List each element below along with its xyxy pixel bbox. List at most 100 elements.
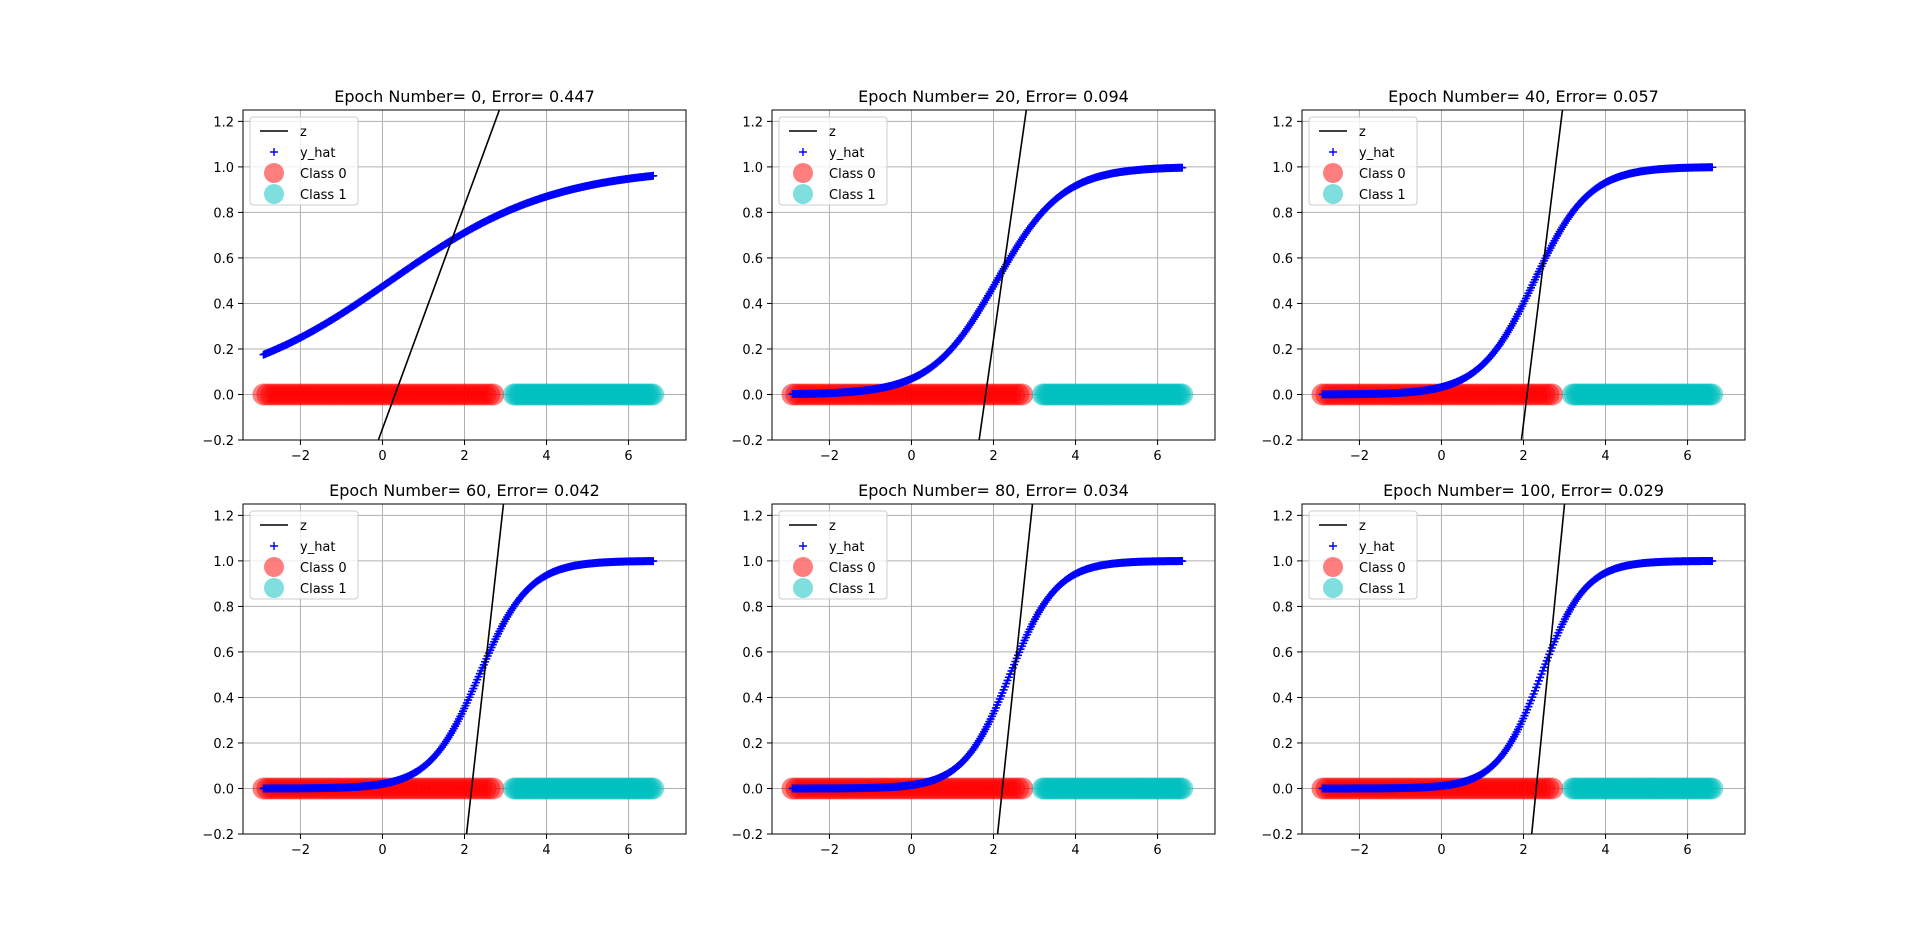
- legend-label: z: [829, 519, 836, 534]
- class1-points: [1031, 777, 1194, 800]
- y-tick-label: −0.2: [731, 828, 763, 843]
- legend: z y_hat Class 0 Class 1: [778, 510, 888, 600]
- legend-class0-marker: [1323, 557, 1343, 577]
- legend-class0-marker: [264, 557, 284, 577]
- x-tick-label: −2: [291, 449, 310, 464]
- plot-marks: [781, 504, 1194, 834]
- y-tick-label: 1.0: [213, 555, 234, 570]
- plot-marks: [252, 504, 665, 834]
- y-tick-label: 0.0: [742, 388, 763, 403]
- y-hat-points: [788, 163, 1187, 399]
- subplot-title: Epoch Number= 0, Error= 0.447: [334, 87, 595, 106]
- legend-label: Class 1: [829, 582, 876, 597]
- class1-points: [502, 383, 665, 406]
- x-tick-label: 0: [378, 843, 386, 858]
- x-tick-label: −2: [820, 843, 839, 858]
- legend: z y_hat Class 0 Class 1: [249, 510, 359, 600]
- ticks: −2 0 2 4 6 −0.2 0.0 0.2 0.4 0.6 0.8 1.0 1.2: [202, 509, 632, 858]
- y-tick-label: 0.0: [213, 782, 234, 797]
- class0-point: [1541, 383, 1564, 406]
- y-tick-label: 0.2: [1272, 343, 1293, 358]
- y-tick-label: 1.2: [1272, 115, 1293, 130]
- y-tick-label: 1.2: [1272, 509, 1293, 524]
- x-tick-label: 4: [542, 843, 550, 858]
- ticks: −2 0 2 4 6 −0.2 0.0 0.2 0.4 0.6 0.8 1.0 1.2: [202, 115, 632, 464]
- legend-label: Class 0: [1359, 167, 1406, 182]
- legend-y-hat-marker: [270, 148, 278, 156]
- class0-point: [482, 777, 505, 800]
- class0-points: [252, 383, 505, 406]
- legend-label: Class 0: [829, 167, 876, 182]
- y-tick-label: 0.4: [213, 297, 234, 312]
- plot-marks: [1311, 504, 1724, 834]
- class1-point: [642, 777, 665, 800]
- subplot-title: Epoch Number= 20, Error= 0.094: [858, 87, 1129, 106]
- legend-box: [1308, 510, 1418, 600]
- y-hat-point: [1178, 557, 1187, 566]
- legend-box: [249, 116, 359, 206]
- legend-class1-marker: [793, 184, 813, 204]
- y-hat-point: [649, 171, 658, 180]
- legend-label: z: [1359, 125, 1366, 140]
- legend-y-hat-marker: [799, 148, 807, 156]
- class0-point: [1011, 777, 1034, 800]
- legend-class1-marker: [1323, 578, 1343, 598]
- legend-label: Class 1: [829, 188, 876, 203]
- y-tick-label: 0.2: [1272, 737, 1293, 752]
- class1-point: [1701, 383, 1724, 406]
- ticks: −2 0 2 4 6 −0.2 0.0 0.2 0.4 0.6 0.8 1.0 1.2: [1261, 509, 1691, 858]
- y-tick-label: 0.8: [1272, 206, 1293, 221]
- y-tick-label: 1.0: [1272, 161, 1293, 176]
- x-tick-label: 6: [1683, 843, 1691, 858]
- legend-label: y_hat: [1359, 540, 1395, 555]
- z-line: [465, 504, 505, 834]
- y-tick-label: 0.0: [213, 388, 234, 403]
- ticks: −2 0 2 4 6 −0.2 0.0 0.2 0.4 0.6 0.8 1.0 1.2: [731, 509, 1161, 858]
- legend-y-hat-marker: [1329, 148, 1337, 156]
- y-tick-label: −0.2: [1261, 828, 1293, 843]
- y-tick-label: −0.2: [202, 434, 234, 449]
- grid: [243, 110, 686, 441]
- x-tick-label: −2: [1350, 449, 1369, 464]
- z-line: [377, 110, 501, 440]
- legend-label: z: [829, 125, 836, 140]
- legend-label: Class 1: [300, 582, 347, 597]
- legend: z y_hat Class 0 Class 1: [249, 116, 359, 206]
- y-tick-label: −0.2: [202, 828, 234, 843]
- legend-y-hat-marker: [799, 542, 807, 550]
- x-tick-label: −2: [820, 449, 839, 464]
- z-line: [978, 110, 1028, 440]
- x-tick-label: 4: [1601, 843, 1609, 858]
- legend-label: y_hat: [300, 540, 336, 555]
- x-tick-label: 2: [989, 843, 997, 858]
- subplot-6: −2 0 2 4 6 −0.2 0.0 0.2 0.4 0.6 0.8 1.0 1.2 Epoch Num…: [1261, 481, 1746, 858]
- y-tick-label: 0.6: [742, 252, 763, 267]
- y-tick-label: 0.0: [1272, 388, 1293, 403]
- y-tick-label: 1.0: [213, 161, 234, 176]
- class1-points: [502, 777, 665, 800]
- legend-box: [249, 510, 359, 600]
- y-tick-label: 0.8: [742, 206, 763, 221]
- y-tick-label: 1.2: [742, 509, 763, 524]
- legend-label: z: [300, 125, 307, 140]
- legend-label: z: [1359, 519, 1366, 534]
- x-tick-label: 4: [1071, 843, 1079, 858]
- x-tick-label: 4: [1601, 449, 1609, 464]
- y-hat-point: [1708, 556, 1717, 565]
- legend-box: [778, 510, 888, 600]
- legend-class0-marker: [1323, 163, 1343, 183]
- subplot-title: Epoch Number= 60, Error= 0.042: [329, 481, 600, 500]
- legend-label: Class 0: [300, 167, 347, 182]
- legend-class1-marker: [1323, 184, 1343, 204]
- legend-box: [1308, 116, 1418, 206]
- z-line: [1520, 110, 1564, 440]
- legend-label: y_hat: [300, 146, 336, 161]
- legend-y-hat-marker: [1329, 542, 1337, 550]
- subplot-2: −2 0 2 4 6 −0.2 0.0 0.2 0.4 0.6 0.8 1.0 1.2 Epoch Num…: [731, 87, 1216, 464]
- x-tick-label: 6: [1683, 449, 1691, 464]
- y-tick-label: 0.6: [213, 646, 234, 661]
- y-hat-points: [259, 557, 658, 793]
- legend-label: z: [300, 519, 307, 534]
- legend-label: y_hat: [829, 146, 865, 161]
